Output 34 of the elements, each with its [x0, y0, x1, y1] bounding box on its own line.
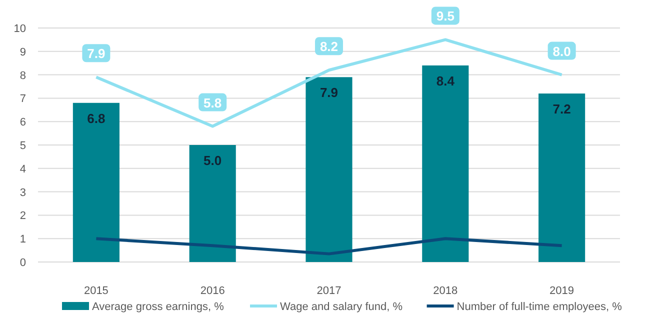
data-label: 6.8 [87, 110, 106, 126]
data-label: 7.2 [552, 102, 571, 117]
y-tick-label: 10 [14, 23, 26, 35]
y-tick-label: 6 [20, 116, 26, 129]
y-tick-label: 7 [20, 93, 26, 106]
data-label: 8.2 [320, 39, 338, 54]
y-tick-label: 5 [20, 140, 26, 152]
bar [72, 102, 120, 262]
data-label: 9.5 [436, 8, 454, 24]
bar [306, 77, 352, 262]
data-label: 7.9 [320, 85, 338, 100]
x-tick-label: 2019 [550, 285, 574, 297]
legend-label: Wage and salary fund, % [280, 301, 403, 313]
y-tick-label: 2 [20, 210, 26, 222]
y-tick-label: 9 [20, 46, 26, 58]
bar [422, 65, 469, 262]
data-label: 8.4 [436, 73, 456, 88]
y-tick-label: 8 [20, 70, 26, 82]
x-tick-label: 2018 [433, 285, 458, 297]
x-tick-label: 2016 [200, 285, 225, 297]
data-label: 8.0 [552, 44, 571, 59]
y-tick-label: 3 [20, 186, 26, 199]
y-tick-label: 4 [20, 163, 26, 176]
legend-label: Average gross earnings, % [92, 301, 224, 313]
legend-label: Number of full-time employees, % [456, 301, 622, 313]
x-tick-label: 2017 [316, 285, 342, 297]
bar [189, 145, 236, 262]
bar [538, 94, 586, 262]
y-tick-label: 1 [20, 234, 26, 246]
data-label: 5.0 [204, 153, 222, 168]
y-tick-label: 0 [20, 257, 26, 269]
data-label: 5.8 [204, 95, 222, 110]
x-tick-label: 2015 [84, 285, 108, 297]
data-label: 7.9 [87, 46, 106, 62]
